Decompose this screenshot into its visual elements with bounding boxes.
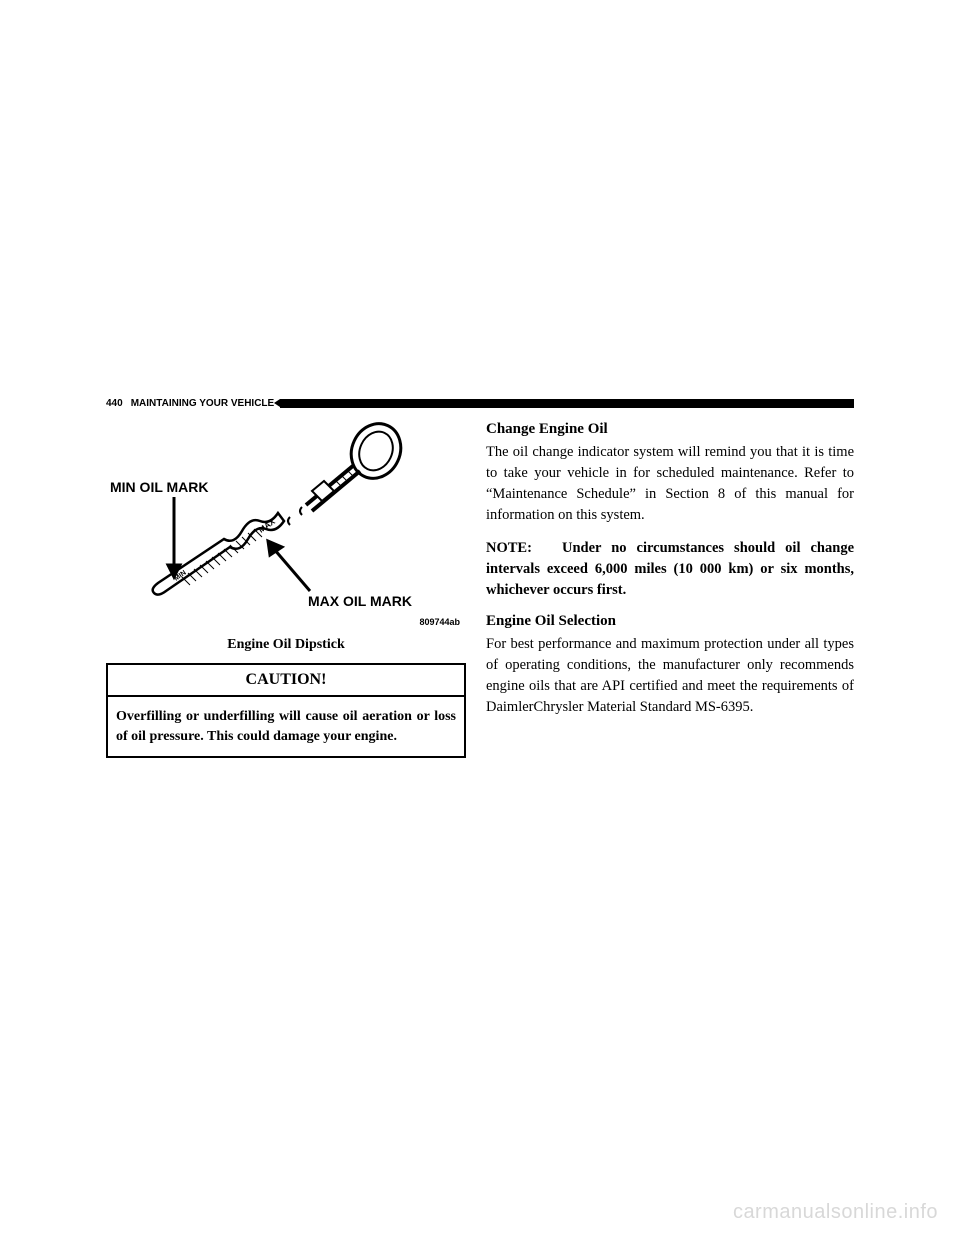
- page-number: 440: [106, 398, 123, 409]
- para-oil-selection: For best performance and maximum protect…: [486, 634, 854, 718]
- note-block: NOTE: Under no circumstances should oil …: [486, 538, 854, 601]
- note-body: Under no circumstances should oil change…: [486, 540, 854, 598]
- note-label: NOTE:: [486, 540, 532, 556]
- caution-title: CAUTION!: [108, 665, 464, 697]
- dipstick-figure: MAX MIN MIN OIL MARK: [106, 421, 466, 631]
- page-container: 440 MAINTAINING YOUR VEHICLE: [106, 398, 854, 758]
- left-column: MAX MIN MIN OIL MARK: [106, 421, 466, 758]
- caution-body: Overfilling or underfilling will cause o…: [108, 697, 464, 756]
- content-columns: MAX MIN MIN OIL MARK: [106, 421, 854, 758]
- watermark: carmanualsonline.info: [733, 1201, 938, 1224]
- dipstick-illustration: MAX MIN: [106, 421, 466, 631]
- heading-oil-selection: Engine Oil Selection: [486, 613, 854, 630]
- heading-change-oil: Change Engine Oil: [486, 421, 854, 438]
- figure-caption: Engine Oil Dipstick: [106, 637, 466, 653]
- figure-reference: 809744ab: [419, 617, 460, 627]
- right-column: Change Engine Oil The oil change indicat…: [486, 421, 854, 758]
- max-oil-label: MAX OIL MARK: [308, 593, 412, 609]
- para-change-oil: The oil change indicator system will rem…: [486, 442, 854, 526]
- header-bar: [280, 399, 854, 408]
- section-title: MAINTAINING YOUR VEHICLE: [131, 398, 275, 409]
- page-header: 440 MAINTAINING YOUR VEHICLE: [106, 398, 854, 409]
- caution-box: CAUTION! Overfilling or underfilling wil…: [106, 663, 466, 758]
- min-oil-label: MIN OIL MARK: [110, 479, 209, 495]
